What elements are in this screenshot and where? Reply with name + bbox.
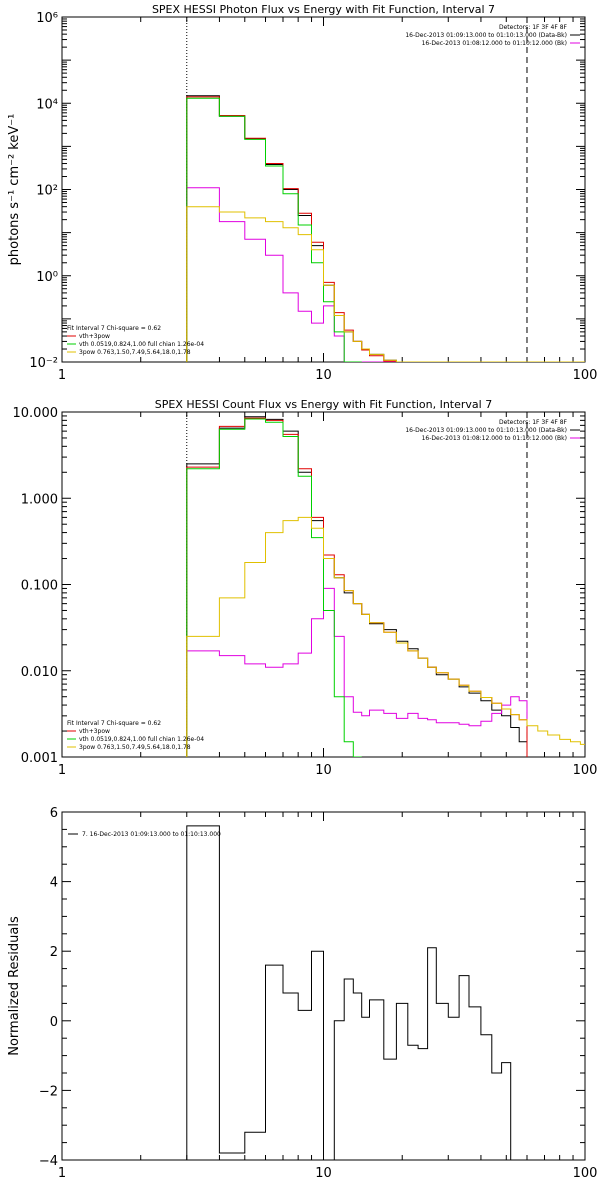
y-tick-label: 0 [50,1015,58,1030]
y-tick-label: 0.001 [21,751,58,766]
legend-entry: 16-Dec-2013 01:08:12.000 to 01:10:12.000… [422,40,567,47]
y-tick-label: 4 [50,876,58,891]
series-5-line [186,206,585,362]
series-3-line [186,96,527,362]
x-tick-label: 10 [315,763,332,778]
legend-entry: vth 0.0519,0.824,1.00 full chian 1.26e-0… [79,341,204,348]
legend-entry: 3pow 0.763,1.50,7.49,5.64,18.0,1.78 [79,744,191,751]
y-tick-label: −4 [39,1154,58,1169]
y-axis-label: Normalized Residuals [7,916,22,1056]
x-tick-label: 100 [573,1166,598,1181]
legend-top-left: 7. 16-Dec-2013 01:09:13.000 to 01:10:13.… [68,831,221,838]
y-tick-label: 6 [50,806,58,821]
legend-bottom-left: Fit Interval 7 Chi-square = 0.62vth+3pow… [67,325,204,356]
x-tick-label: 1 [58,763,66,778]
panel-3: 1 10 100 −4 −2 0 2 4 6 Normalized Residuals 7. 16-… [7,806,597,1181]
panel-1: SPEX HESSI Photon Flux vs Energy with Fi… [7,3,597,383]
legend-entry: Fit Interval 7 Chi-square = 0.62 [67,720,161,727]
panel-2: SPEX HESSI Count Flux vs Energy with Fit… [13,398,598,778]
series-5-line [186,516,585,757]
y-tick-label: 10² [36,184,58,199]
x-tick-label: 1 [58,1166,66,1181]
legend-entry: vth+3pow [79,333,110,340]
series-4-line [186,97,362,362]
y-tick-label: −2 [39,1084,58,1099]
chart-title: SPEX HESSI Photon Flux vs Energy with Fi… [152,3,495,16]
x-tick-label: 10 [315,368,332,383]
series-3-line [186,417,528,757]
x-tick-label: 1 [58,368,66,383]
legend-entry: vth+3pow [79,728,110,735]
y-tick-label: 0.100 [21,579,58,594]
legend-bottom-left: Fit Interval 7 Chi-square = 0.62vth+3pow… [67,720,204,751]
y-tick-label: 1.000 [21,492,58,507]
x-tick-label: 10 [315,1166,332,1181]
series-1-line [186,416,528,757]
y-axis-label: photons s⁻¹ cm⁻² keV⁻¹ [7,114,22,266]
legend-entry: Detectors: 1F 3F 4F 8F [499,24,568,31]
y-tick-label: 10.000 [13,406,59,421]
series-4-line [186,418,362,757]
series-2-line [186,187,527,362]
y-tick-label: 10⁻² [29,356,58,371]
legend-entry: 3pow 0.763,1.50,7.49,5.64,18.0,1.78 [79,349,191,356]
series-1-line [186,95,527,362]
series-2-line [186,587,528,757]
y-tick-label: 0.010 [21,665,58,680]
series-1-line [186,825,512,1160]
y-tick-label: 10⁴ [36,97,58,112]
y-tick-label: 10⁶ [36,11,58,26]
x-tick-label: 100 [573,763,598,778]
chart-title: SPEX HESSI Count Flux vs Energy with Fit… [155,398,492,411]
legend-entry: 7. 16-Dec-2013 01:09:13.000 to 01:10:13.… [82,831,221,838]
legend-entry: 16-Dec-2013 01:08:12.000 to 01:10:12.000… [422,435,567,442]
y-tick-label: 2 [50,945,58,960]
legend-entry: Detectors: 1F 3F 4F 8F [499,419,568,426]
legend-entry: 16-Dec-2013 01:09:13.000 to 01:10:13.000… [405,427,567,434]
legend-entry: vth 0.0519,0.824,1.00 full chian 1.26e-0… [79,736,204,743]
x-tick-label: 100 [573,368,598,383]
y-tick-label: 10⁰ [36,270,58,285]
legend-entry: Fit Interval 7 Chi-square = 0.62 [67,325,161,332]
legend-entry: 16-Dec-2013 01:09:13.000 to 01:10:13.000… [405,32,567,39]
